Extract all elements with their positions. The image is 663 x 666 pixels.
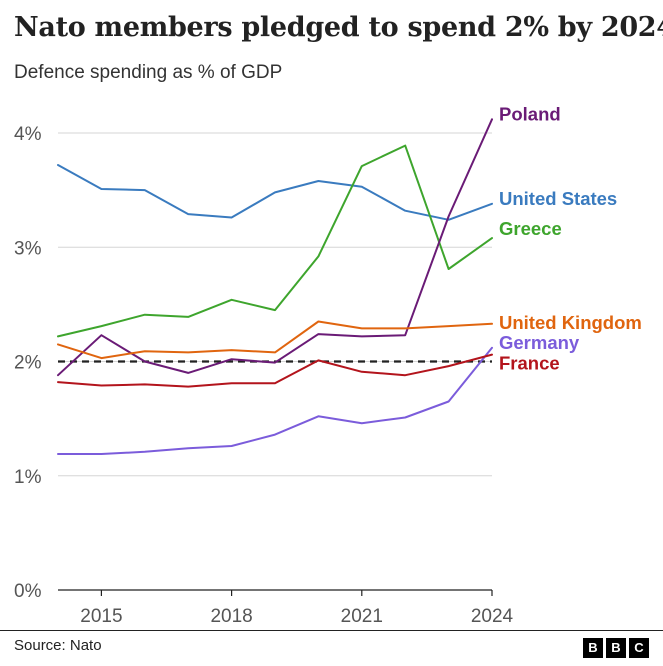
y-tick-label-0: 0% [14, 581, 42, 602]
gridlines [58, 132, 492, 477]
footer-divider [0, 630, 663, 631]
x-tick-label-2018: 2018 [210, 606, 252, 627]
y-tick-label-4: 4% [14, 124, 42, 145]
y-tick-label-2: 2% [14, 353, 42, 374]
series-label-germany: Germany [499, 332, 580, 353]
series-label-united-kingdom: United Kingdom [499, 312, 642, 333]
y-tick-label-3: 3% [14, 238, 42, 259]
x-tick-label-2024: 2024 [471, 606, 514, 627]
series-label-france: France [499, 353, 560, 374]
series-lines [57, 118, 493, 455]
logo-letter-b1: B [583, 638, 603, 658]
series-label-united-states: United States [499, 188, 617, 209]
logo-letter-b2: B [606, 638, 626, 658]
series-line-france [57, 353, 493, 388]
x-tick-label-2015: 2015 [80, 606, 122, 627]
series-line-germany [57, 346, 493, 455]
chart-title: Nato members pledged to spend 2% by 2024 [14, 12, 663, 43]
series-label-poland: Poland [499, 103, 561, 124]
axes: 0% 1% 2% 3% 4% 2015 2018 2021 2024 [14, 124, 514, 627]
x-tick-label-2021: 2021 [341, 606, 383, 627]
series-line-greece [57, 144, 493, 338]
source-note: Source: Nato [14, 637, 102, 654]
bbc-logo: B B C [583, 638, 649, 658]
logo-letter-c: C [629, 638, 649, 658]
series-labels: Poland United States Greece United KingdomG… [499, 103, 642, 373]
y-tick-label-1: 1% [14, 467, 42, 488]
line-chart: 0% 1% 2% 3% 4% 2015 2018 2021 2024 Poland United … [14, 103, 642, 627]
series-line-united-kingdom [57, 320, 493, 360]
series-label-greece: Greece [499, 218, 562, 239]
chart-subtitle: Defence spending as % of GDP [14, 62, 283, 83]
series-line-united-states [57, 164, 493, 221]
